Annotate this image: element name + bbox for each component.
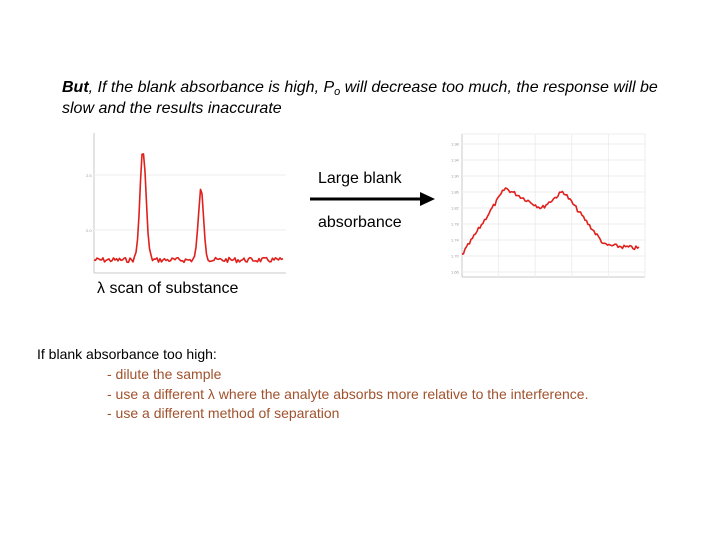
left-plot-tick-label: 2.0 <box>86 228 92 233</box>
headline-part1: , If the blank absorbance is high, P <box>88 79 335 96</box>
headline-part2: will decrease too much, the response wil… <box>62 79 658 117</box>
note-item-wavelength-pre: - use a different <box>107 386 208 402</box>
left-spectrum-trace <box>93 153 284 264</box>
right-plot-tick-label: 1.90 <box>451 174 460 179</box>
lambda-caption-text: scan of substance <box>105 280 239 297</box>
right-arrow-icon <box>310 192 435 206</box>
spectrum-plot-left: 2.5 2.0 <box>86 133 286 274</box>
headline-lead: But <box>62 79 89 96</box>
note-item-wavelength-post: where the analyte absorbs more relative … <box>214 386 589 402</box>
note-item-wavelength-lambda: λ <box>207 386 215 402</box>
right-plot-tick-label: 1.78 <box>451 222 460 227</box>
notes-heading: If blank absorbance too high: <box>37 346 217 362</box>
large-blank-label: Large blank <box>318 170 402 187</box>
headline-subscript: o <box>334 86 341 98</box>
right-plot-tick-label: 1.94 <box>451 158 460 163</box>
right-plot-tick-label: 1.98 <box>451 142 460 147</box>
left-plot-tick-label: 2.5 <box>86 173 92 178</box>
right-plot-grid <box>462 134 645 277</box>
right-plot-tick-labels: 1.98 1.94 1.90 1.86 1.82 1.78 1.74 1.70 1.66 <box>451 142 460 275</box>
note-item-dilute: - dilute the sample <box>107 366 222 382</box>
right-plot-tick-label: 1.86 <box>451 190 460 195</box>
right-plot-tick-label: 1.82 <box>451 206 460 211</box>
right-plot-tick-label: 1.74 <box>451 238 460 243</box>
arrow-head <box>420 192 435 206</box>
note-item-wavelength: - use a different λ where the analyte ab… <box>107 386 588 402</box>
right-plot-tick-label: 1.70 <box>451 254 460 259</box>
right-spectrum-trace <box>461 187 640 255</box>
absorbance-label: absorbance <box>318 214 402 231</box>
spectrum-plot-right: 1.98 1.94 1.90 1.86 1.82 1.78 1.74 1.70 1.66 <box>451 133 646 278</box>
headline-text: But, If the blank absorbance is high, Po… <box>62 77 662 119</box>
note-item-method: - use a different method of separation <box>107 405 340 421</box>
lambda-symbol: λ <box>97 280 105 297</box>
right-plot-tick-label: 1.66 <box>451 270 460 275</box>
lambda-scan-caption: λ scan of substance <box>97 280 238 298</box>
